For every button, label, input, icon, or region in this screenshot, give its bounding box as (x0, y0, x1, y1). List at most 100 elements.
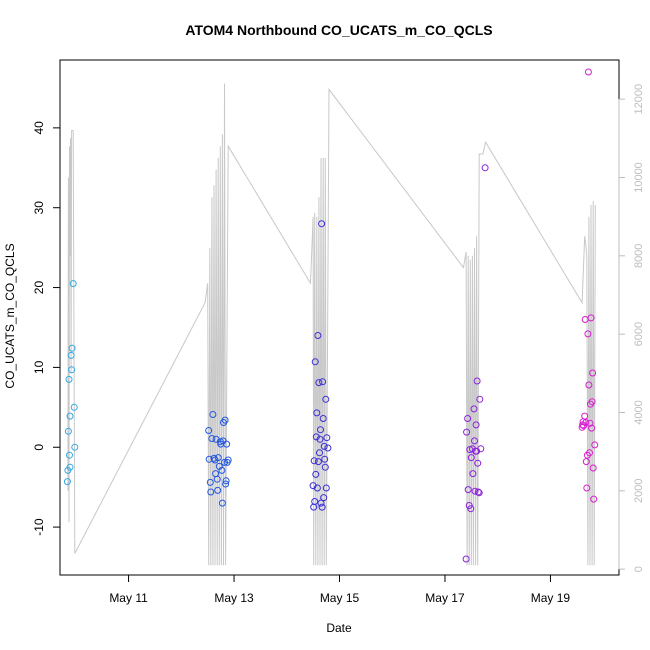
y-axis-right: 0 2000 4000 6000 8000 10000 12000 (618, 84, 645, 572)
y-axis-label: CO_UCATS_m_CO_QCLS (3, 243, 17, 388)
y2-tick-label: 2000 (633, 479, 645, 503)
data-point (321, 455, 329, 463)
altitude-trace-layer (67, 83, 596, 566)
data-point (221, 458, 228, 466)
data-point (584, 68, 592, 76)
data-point (475, 489, 483, 497)
plot-frame (59, 59, 620, 576)
data-point (209, 411, 217, 418)
data-point (591, 441, 599, 449)
data-point (317, 499, 325, 507)
data-point (320, 442, 328, 450)
data-point (65, 375, 73, 383)
data-point (210, 454, 218, 462)
x-tick-label: May 17 (425, 591, 465, 605)
data-point (321, 463, 329, 471)
data-point (63, 478, 71, 486)
data-point (588, 424, 596, 432)
data-point (471, 487, 479, 495)
y-tick-label: 40 (32, 121, 46, 135)
data-point (589, 464, 597, 472)
data-point (583, 484, 591, 492)
data-point (320, 494, 328, 502)
data-point (319, 415, 327, 422)
data-point (581, 412, 589, 420)
x-tick-label: May 13 (214, 591, 254, 605)
data-point (464, 415, 472, 422)
data-point (223, 440, 231, 448)
data-point (313, 484, 321, 492)
data-point (477, 445, 485, 453)
data-point (318, 220, 326, 228)
data-point (473, 377, 481, 385)
data-point (214, 486, 222, 494)
data-point (218, 499, 226, 507)
y-tick-label: 20 (32, 281, 46, 295)
x-tick-label: May 15 (320, 591, 360, 605)
x-tick-label: May 19 (531, 591, 571, 605)
data-point (588, 398, 596, 406)
data-point (207, 488, 215, 496)
data-point (584, 330, 592, 338)
data-point (222, 477, 230, 485)
y2-tick-label: 6000 (633, 322, 645, 346)
data-point (314, 458, 322, 466)
data-point (313, 409, 321, 417)
data-point (206, 478, 214, 486)
data-point (312, 470, 320, 478)
data-point (469, 470, 477, 478)
data-point (66, 412, 74, 420)
data-points-layer (63, 68, 599, 563)
data-point (470, 405, 478, 413)
data-point (205, 427, 213, 434)
y2-tick-label: 0 (633, 566, 645, 572)
data-point (214, 454, 222, 462)
data-point (67, 351, 75, 359)
y-tick-label: 10 (32, 360, 46, 374)
data-point (476, 395, 484, 403)
data-point (323, 434, 331, 442)
data-point (319, 378, 327, 386)
data-point (64, 427, 72, 435)
data-point (464, 486, 472, 494)
x-axis: May 11 May 13 May 15 May 17 May 19 (109, 574, 571, 605)
data-point (481, 164, 489, 172)
data-point (70, 403, 78, 411)
data-point (218, 466, 226, 474)
data-point (68, 344, 76, 352)
data-point (66, 463, 74, 471)
y-tick-label: 0 (32, 444, 46, 451)
y-tick-label: 30 (32, 201, 46, 215)
data-point (221, 416, 229, 424)
altitude-trace-line (67, 83, 596, 566)
data-point (316, 449, 323, 457)
data-point (317, 426, 324, 434)
data-point (311, 358, 319, 366)
data-point (582, 419, 590, 426)
data-point (314, 332, 322, 339)
chart-title: ATOM4 Northbound CO_UCATS_m_CO_QCLS (185, 22, 492, 38)
data-point (586, 449, 593, 457)
y2-tick-label: 4000 (633, 400, 645, 424)
data-point (71, 443, 79, 451)
data-point (585, 381, 593, 389)
data-point (462, 555, 470, 563)
data-point (316, 435, 324, 443)
data-point (318, 503, 326, 511)
data-point (222, 480, 230, 488)
y2-tick-label: 8000 (633, 244, 645, 268)
data-point (324, 444, 332, 452)
data-point (66, 451, 73, 459)
data-point (69, 280, 77, 288)
data-point (582, 458, 590, 466)
y-tick-label: -10 (32, 518, 46, 536)
x-tick-label: May 11 (109, 591, 148, 605)
data-point (310, 457, 318, 465)
data-point (589, 369, 597, 377)
y2-tick-label: 12000 (633, 84, 645, 115)
data-point (467, 454, 475, 462)
data-point (472, 421, 480, 429)
data-point (587, 314, 595, 322)
y2-tick-label: 10000 (633, 162, 645, 193)
data-point (467, 505, 475, 513)
